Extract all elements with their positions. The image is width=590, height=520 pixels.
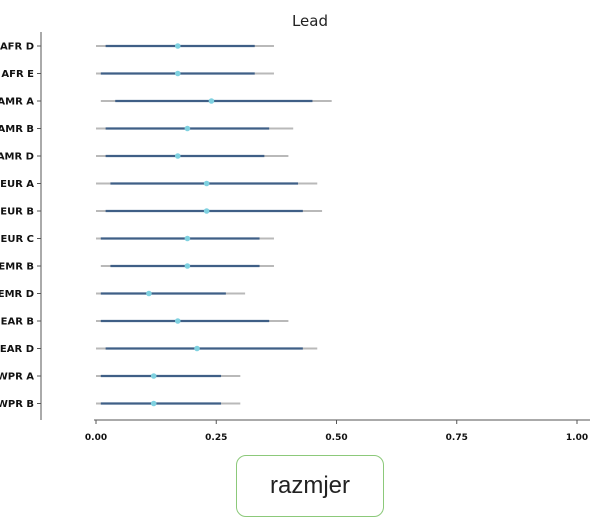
category-label: EUR A — [0, 179, 34, 190]
category-label: EMR D — [0, 289, 34, 300]
x-tick-label: 0.00 — [85, 433, 107, 443]
point-estimate — [150, 373, 157, 379]
point-estimate — [203, 180, 210, 187]
point-estimate — [174, 318, 181, 324]
category-label: AMR A — [0, 97, 34, 108]
x-tick-label: 0.75 — [446, 433, 468, 443]
point-estimate — [174, 70, 181, 77]
point-estimate — [184, 235, 191, 242]
point-estimate — [194, 345, 200, 352]
category-label: AFR D — [0, 42, 34, 53]
interval-chart: Lead AFR D AFR E AMR A AMR B AMR D EUR A EUR B… — [0, 12, 590, 443]
category-label: EUR C — [1, 234, 34, 245]
point-estimate — [174, 153, 181, 159]
x-tick-label: 1.00 — [566, 433, 588, 443]
point-estimate — [203, 208, 210, 214]
category-label: WPR A — [0, 372, 34, 383]
point-estimate — [184, 263, 191, 269]
point-estimate — [184, 125, 191, 132]
category-label: AMR D — [0, 152, 34, 163]
category-label: AMR B — [0, 124, 34, 135]
point-estimate — [146, 290, 152, 297]
point-estimate — [208, 98, 215, 104]
category-label: SEAR D — [0, 344, 34, 355]
x-tick-label: 0.25 — [205, 433, 227, 443]
category-label: SEAR B — [0, 317, 34, 328]
point-estimate — [174, 43, 181, 49]
point-estimate — [150, 400, 157, 407]
chart-title: Lead — [292, 12, 328, 30]
category-label: EMR B — [0, 262, 34, 273]
razmjer-button[interactable]: razmjer — [236, 455, 384, 517]
category-label: EUR B — [0, 207, 34, 218]
x-tick-label: 0.50 — [325, 433, 347, 443]
category-label: WPR B — [0, 399, 34, 410]
category-label: AFR E — [1, 69, 34, 80]
